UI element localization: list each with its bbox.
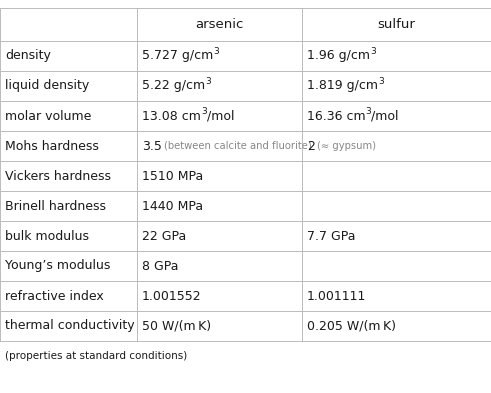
Text: 1.96 g/cm: 1.96 g/cm	[307, 50, 370, 62]
Text: arsenic: arsenic	[195, 18, 244, 31]
Text: Brinell hardness: Brinell hardness	[5, 200, 106, 213]
Text: refractive index: refractive index	[5, 290, 104, 303]
Text: Mohs hardness: Mohs hardness	[5, 140, 99, 152]
Text: sulfur: sulfur	[378, 18, 415, 31]
Text: 5.727 g/cm: 5.727 g/cm	[142, 50, 213, 62]
Text: 7.7 GPa: 7.7 GPa	[307, 230, 355, 242]
Text: 3: 3	[213, 47, 219, 56]
Text: 22 GPa: 22 GPa	[142, 230, 186, 242]
Text: 1510 MPa: 1510 MPa	[142, 169, 203, 182]
Text: 0.205 W/(m K): 0.205 W/(m K)	[307, 320, 396, 332]
Text: 1.001111: 1.001111	[307, 290, 366, 303]
Text: 13.08 cm: 13.08 cm	[142, 110, 201, 123]
Text: Vickers hardness: Vickers hardness	[5, 169, 111, 182]
Text: bulk modulus: bulk modulus	[5, 230, 89, 242]
Text: (≈ gypsum): (≈ gypsum)	[317, 141, 376, 151]
Text: 3: 3	[201, 107, 207, 116]
Text: 3: 3	[378, 77, 384, 86]
Text: (between calcite and fluorite): (between calcite and fluorite)	[164, 141, 312, 151]
Text: Young’s modulus: Young’s modulus	[5, 259, 110, 272]
Text: 16.36 cm: 16.36 cm	[307, 110, 366, 123]
Text: 3: 3	[205, 77, 211, 86]
Text: liquid density: liquid density	[5, 79, 89, 92]
Text: 1440 MPa: 1440 MPa	[142, 200, 203, 213]
Text: thermal conductivity: thermal conductivity	[5, 320, 135, 332]
Text: 3: 3	[370, 47, 376, 56]
Text: /mol: /mol	[371, 110, 399, 123]
Text: /mol: /mol	[207, 110, 234, 123]
Text: 50 W/(m K): 50 W/(m K)	[142, 320, 211, 332]
Text: density: density	[5, 50, 51, 62]
Text: 1.819 g/cm: 1.819 g/cm	[307, 79, 378, 92]
Text: 1.001552: 1.001552	[142, 290, 202, 303]
Text: 8 GPa: 8 GPa	[142, 259, 179, 272]
Text: 2: 2	[307, 140, 315, 152]
Text: 3.5: 3.5	[142, 140, 162, 152]
Text: molar volume: molar volume	[5, 110, 91, 123]
Text: (properties at standard conditions): (properties at standard conditions)	[5, 351, 187, 361]
Text: 3: 3	[366, 107, 371, 116]
Text: 5.22 g/cm: 5.22 g/cm	[142, 79, 205, 92]
